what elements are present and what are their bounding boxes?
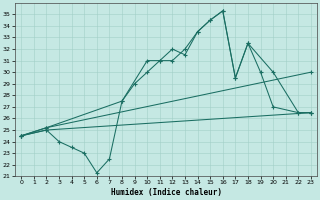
X-axis label: Humidex (Indice chaleur): Humidex (Indice chaleur)	[111, 188, 221, 197]
